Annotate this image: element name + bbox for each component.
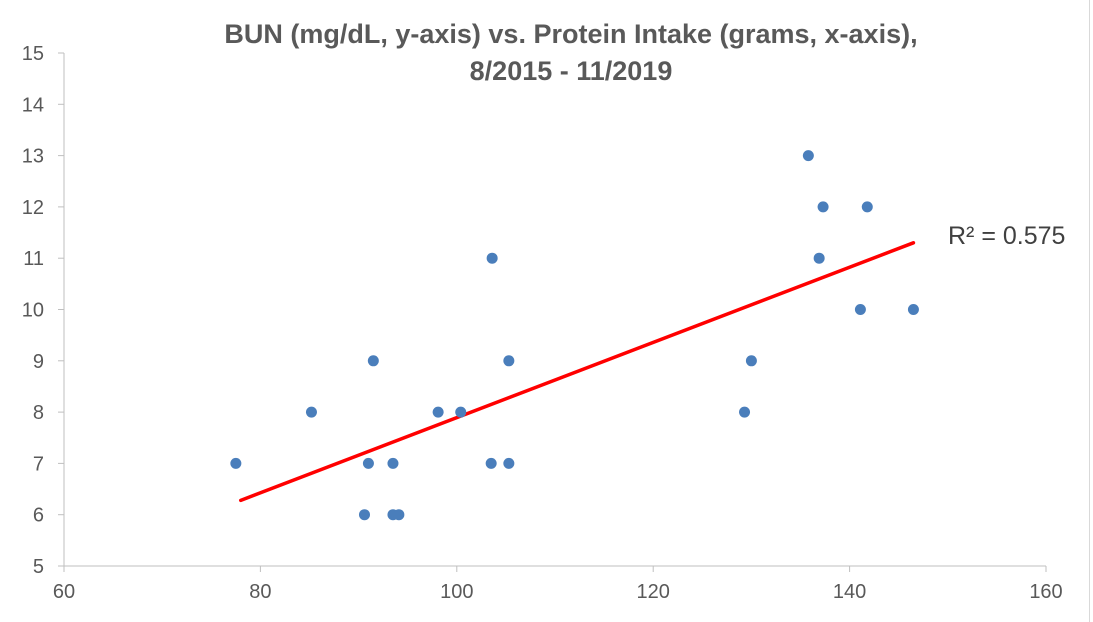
- data-point: [907, 304, 919, 315]
- x-tick-label: 100: [440, 581, 473, 603]
- data-point: [485, 457, 497, 469]
- data-point: [802, 150, 814, 162]
- chart-border: [1089, 0, 1090, 622]
- y-tick-label: 6: [33, 505, 44, 527]
- data-point: [387, 457, 399, 469]
- y-tick-label: 14: [22, 94, 44, 116]
- trendline: [239, 241, 916, 503]
- y-tick-label: 13: [22, 146, 44, 168]
- data-point: [393, 509, 405, 521]
- data-point: [455, 406, 467, 418]
- x-tick-label: 60: [53, 581, 75, 603]
- x-tick-label: 140: [833, 581, 866, 603]
- data-point: [305, 406, 317, 418]
- y-tick-label: 7: [33, 453, 44, 475]
- data-point: [503, 457, 515, 469]
- y-tick-label: 5: [33, 556, 44, 578]
- data-point: [739, 406, 751, 418]
- data-point: [367, 355, 379, 367]
- y-tick-label: 11: [23, 248, 44, 270]
- data-point: [358, 509, 370, 521]
- y-tick-label: 12: [22, 197, 44, 219]
- data-point: [432, 406, 444, 418]
- data-point: [486, 252, 498, 264]
- data-point: [861, 201, 873, 213]
- data-point: [745, 355, 757, 367]
- data-point: [362, 457, 374, 469]
- chart-title-line-1: BUN (mg/dL, y-axis) vs. Protein Intake (…: [224, 19, 917, 49]
- y-tick-label: 15: [22, 43, 44, 65]
- data-point: [230, 457, 242, 469]
- data-point: [817, 201, 829, 213]
- x-tick-label: 160: [1029, 581, 1062, 603]
- data-point: [503, 355, 515, 367]
- x-tick-label: 120: [637, 581, 670, 603]
- data-point: [854, 304, 866, 315]
- chart-title-line-2: 8/2015 - 11/2019: [470, 56, 673, 86]
- x-tick-label: 80: [249, 581, 271, 603]
- y-tick-label: 10: [22, 300, 44, 322]
- y-tick-label: 8: [33, 402, 44, 424]
- data-point: [813, 252, 825, 264]
- y-tick-label: 9: [33, 351, 44, 373]
- r-squared-label: R² = 0.575: [948, 222, 1065, 250]
